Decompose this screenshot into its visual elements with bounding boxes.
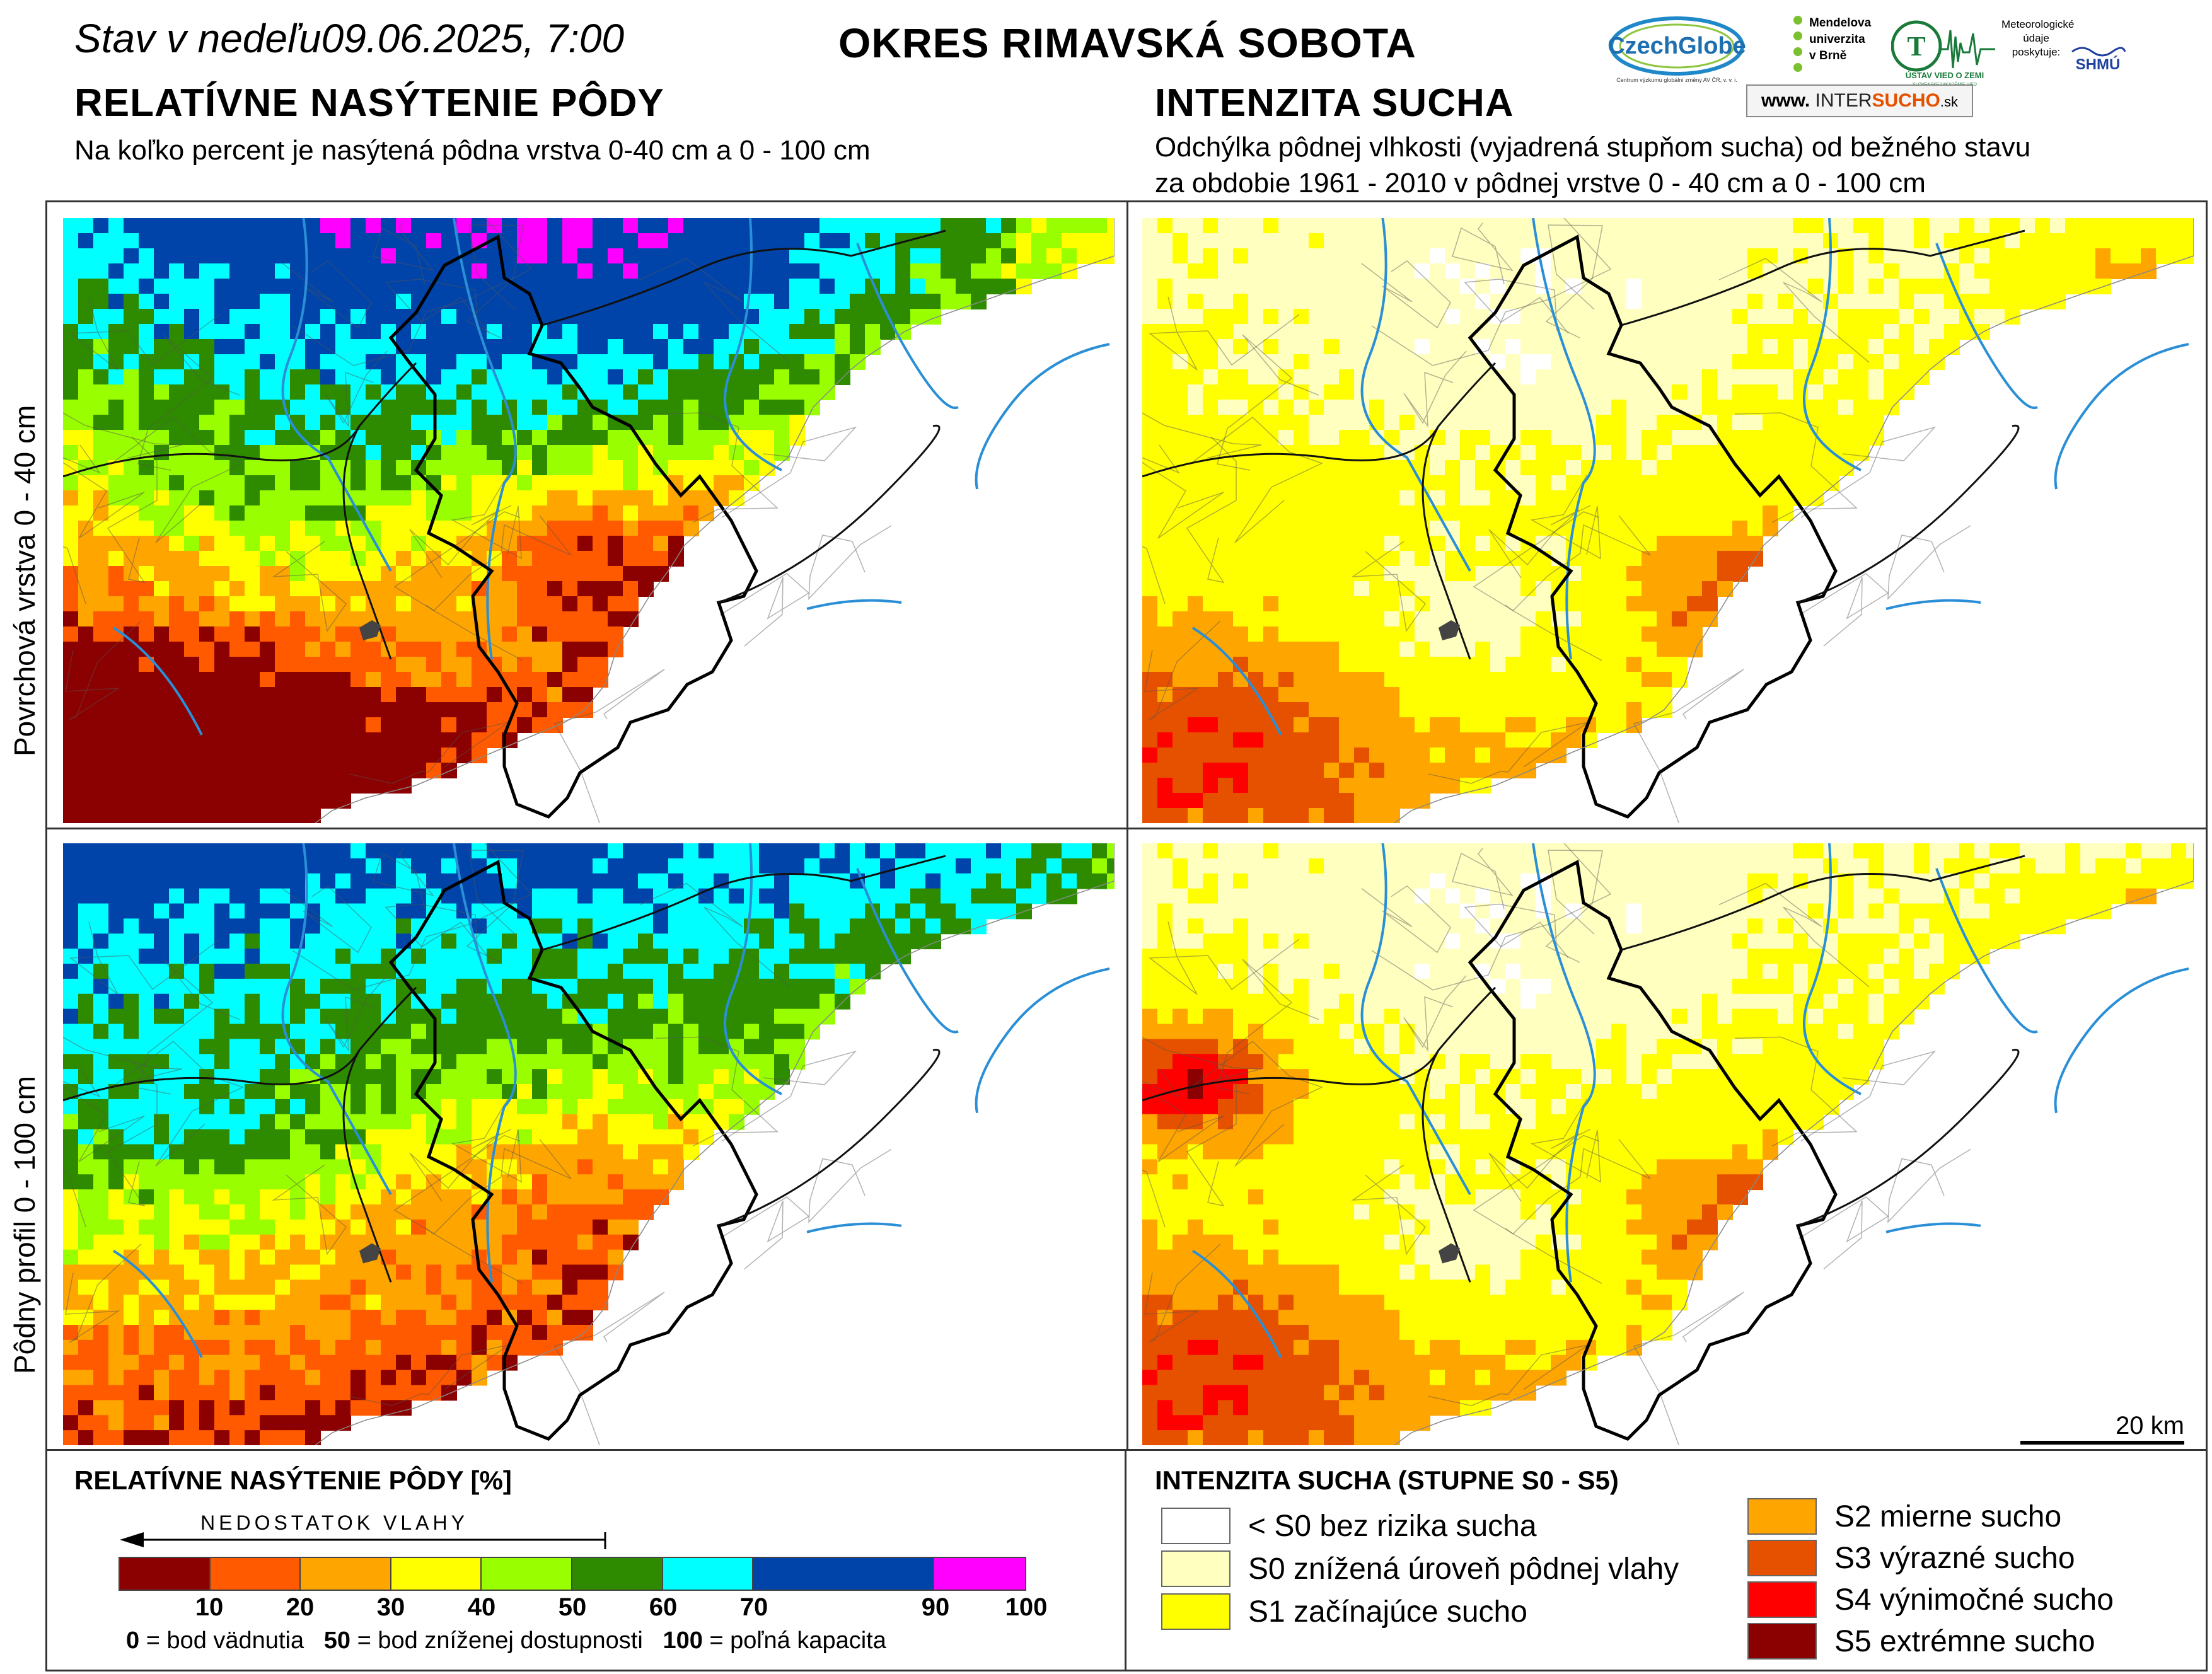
drought-legend-item: S1 začínajúce sucho bbox=[1161, 1592, 1527, 1631]
moisture-deficit-label: NEDOSTATOK VLAHY bbox=[200, 1511, 468, 1534]
drought-legend-swatch bbox=[1747, 1540, 1817, 1576]
intersucho-sucho: SUCHO bbox=[1872, 90, 1940, 111]
colorbar-tick-label: 20 bbox=[286, 1593, 315, 1621]
intersucho-link[interactable]: www. INTERSUCHO.sk bbox=[1746, 84, 1973, 117]
status-date-value: 09.06.2025, 7:00 bbox=[321, 16, 625, 61]
map-drought-topsoil[interactable] bbox=[1142, 218, 2194, 823]
ustav-logo-text: ÚSTAV VIED O ZEMI bbox=[1906, 71, 1984, 80]
mendel-line-2: univerzita bbox=[1809, 33, 1865, 46]
drought-legend-label: S2 mierne sucho bbox=[1834, 1499, 2062, 1533]
drought-legend-item: S0 znížená úroveň pôdnej vlahy bbox=[1161, 1549, 1679, 1588]
drought-legend-item: S5 extrémne sucho bbox=[1747, 1622, 2095, 1661]
shmu-logo: Meteorologické údaje poskytuje: SHMÚ bbox=[2001, 18, 2128, 87]
legend-divider bbox=[1125, 1451, 1126, 1671]
svg-text:T: T bbox=[1907, 31, 1925, 62]
note-wilting-text: = bod vädnutia bbox=[139, 1627, 304, 1654]
shmu-caption-3: poskytuje: bbox=[2012, 46, 2061, 58]
colorbar-tick-label: 100 bbox=[1005, 1593, 1048, 1621]
drought-section-title: INTENZITA SUCHA bbox=[1155, 81, 1514, 125]
drought-legend-label: S4 výnimočné sucho bbox=[1834, 1583, 2114, 1617]
drought-legend-item: < S0 bez rizika sucha bbox=[1161, 1506, 1537, 1545]
colorbar-segment-70-90 bbox=[753, 1558, 935, 1590]
drought-section-subtitle-2: za obdobie 1961 - 2010 v pôdnej vrstve 0… bbox=[1155, 168, 1926, 199]
drought-legend-label: S0 znížená úroveň pôdnej vlahy bbox=[1248, 1552, 1679, 1586]
colorbar-segment-50-60 bbox=[572, 1558, 663, 1590]
drought-legend-swatch bbox=[1161, 1508, 1230, 1544]
saturation-section-subtitle: Na koľko percent je nasýtená pôdna vrstv… bbox=[74, 135, 871, 166]
saturation-colorbar bbox=[119, 1557, 1026, 1591]
drought-legend-label: S3 výrazné sucho bbox=[1834, 1541, 2075, 1575]
drought-legend-item: S3 výrazné sucho bbox=[1747, 1538, 2075, 1578]
status-date: Stav v nedeľu09.06.2025, 7:00 bbox=[74, 15, 624, 62]
drought-legend-swatch bbox=[1747, 1498, 1817, 1535]
status-prefix: Stav v nedeľu bbox=[74, 16, 321, 61]
row-label-profile: Pôdny profil 0 - 100 cm bbox=[8, 1075, 41, 1374]
drought-legend-item: S2 mierne sucho bbox=[1747, 1497, 2061, 1536]
row-label-topsoil: Povrchová vrstva 0 - 40 cm bbox=[8, 405, 41, 756]
czechglobe-logo-subtext: Centrum výzkumu globální změny AV ČR, v.… bbox=[1616, 77, 1737, 83]
saturation-legend-title: RELATÍVNE NASÝTENIE PÔDY [%] bbox=[74, 1465, 512, 1495]
colorbar-tick-label: 30 bbox=[376, 1593, 405, 1621]
map-saturation-profile[interactable] bbox=[63, 843, 1115, 1445]
czechglobe-logo-text: CzechGlobe bbox=[1607, 33, 1746, 59]
colorbar-tick-label: 50 bbox=[558, 1593, 587, 1621]
note-reduced-text: = bod zníženej dostupnosti bbox=[350, 1627, 643, 1654]
colorbar-segment-40-50 bbox=[482, 1558, 572, 1590]
scale-bar-label: 20 km bbox=[2116, 1412, 2184, 1440]
moisture-deficit-arrow-icon bbox=[119, 1530, 607, 1549]
drought-legend-label: S1 začínajúce sucho bbox=[1248, 1595, 1527, 1629]
note-wilting-value: 0 bbox=[126, 1627, 140, 1654]
mendel-line-1: Mendelova bbox=[1809, 16, 1872, 30]
scale-bar-line bbox=[2020, 1441, 2184, 1445]
intersucho-suffix: .sk bbox=[1940, 94, 1959, 110]
colorbar-segment-90-100 bbox=[934, 1558, 1025, 1590]
drought-legend-label: S5 extrémne sucho bbox=[1834, 1624, 2095, 1658]
intersucho-inter: INTER bbox=[1815, 90, 1872, 111]
colorbar-tick-label: 40 bbox=[467, 1593, 496, 1621]
legend-panel bbox=[45, 1451, 2208, 1671]
drought-legend-swatch bbox=[1161, 1593, 1230, 1630]
drought-legend-swatch bbox=[1747, 1581, 1817, 1618]
map-grid bbox=[45, 200, 2208, 1451]
colorbar-segment-10-20 bbox=[210, 1558, 301, 1590]
map-saturation-topsoil[interactable] bbox=[63, 218, 1115, 823]
intersucho-prefix: www. bbox=[1761, 90, 1810, 111]
colorbar-tick-label: 90 bbox=[921, 1593, 950, 1621]
colorbar-tick-label: 10 bbox=[195, 1593, 224, 1621]
saturation-scale-notes: 0 = bod vädnutia 50 = bod zníženej dostu… bbox=[126, 1627, 886, 1654]
map-drought-profile[interactable] bbox=[1142, 843, 2194, 1445]
colorbar-segment-0-10 bbox=[120, 1558, 211, 1590]
note-capacity-value: 100 bbox=[663, 1627, 703, 1654]
shmu-caption-1: Meteorologické bbox=[2001, 18, 2075, 30]
note-reduced-value: 50 bbox=[323, 1627, 351, 1654]
mendel-line-3: v Brně bbox=[1809, 49, 1847, 62]
drought-legend-label: < S0 bez rizika sucha bbox=[1248, 1509, 1537, 1543]
colorbar-segment-20-30 bbox=[301, 1558, 391, 1590]
shmu-logo-text: SHMÚ bbox=[2076, 55, 2121, 73]
scale-bar: 20 km bbox=[2020, 1412, 2184, 1450]
colorbar-segment-60-70 bbox=[663, 1558, 754, 1590]
ustav-logo-subtext: SLOVENSKEJ AKADÉMIE VIED bbox=[1913, 81, 1977, 87]
colorbar-tick-label: 60 bbox=[649, 1593, 678, 1621]
drought-legend-item: S4 výnimočné sucho bbox=[1747, 1580, 2114, 1619]
note-capacity-text: = poľná kapacita bbox=[702, 1627, 886, 1654]
saturation-section-title: RELATÍVNE NASÝTENIE PÔDY bbox=[74, 81, 664, 125]
drought-legend-swatch bbox=[1747, 1623, 1817, 1660]
map-divider-vertical bbox=[1126, 202, 1128, 1449]
district-title: OKRES RIMAVSKÁ SOBOTA bbox=[838, 20, 1416, 66]
shmu-caption-2: údaje bbox=[2023, 32, 2049, 44]
drought-legend-title: INTENZITA SUCHA (STUPNE S0 - S5) bbox=[1155, 1465, 1619, 1495]
earth-sciences-institute-logo: T ÚSTAV VIED O ZEMI SLOVENSKEJ AKADÉMIE … bbox=[1891, 18, 1998, 87]
czechglobe-logo: CzechGlobe Centrum výzkumu globální změn… bbox=[1607, 11, 1765, 87]
map-divider-horizontal bbox=[47, 828, 2206, 829]
drought-section-subtitle-1: Odchýlka pôdnej vlhkosti (vyjadrená stup… bbox=[1155, 132, 2031, 163]
mendel-university-logo: Mendelova univerzita v Brně bbox=[1790, 14, 1885, 89]
drought-legend-swatch bbox=[1161, 1550, 1230, 1587]
colorbar-tick-label: 70 bbox=[739, 1593, 768, 1621]
colorbar-segment-30-40 bbox=[391, 1558, 482, 1590]
